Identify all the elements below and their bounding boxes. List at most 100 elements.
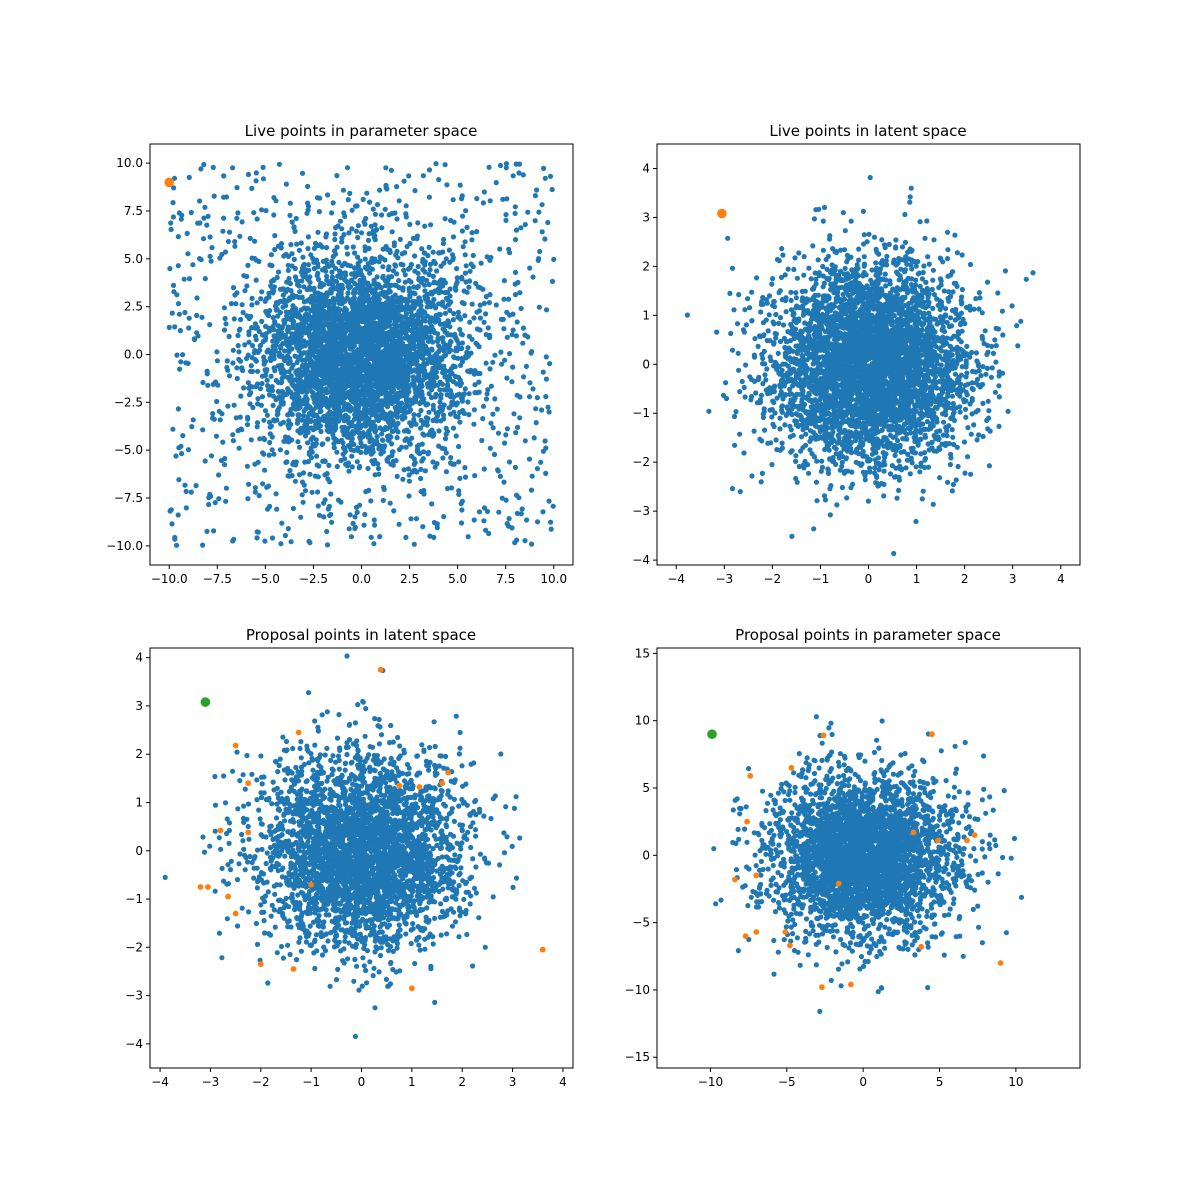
x-tick-label: −7.5 [203, 572, 232, 586]
highlight-point [707, 729, 717, 739]
y-tick-label: −2 [632, 455, 650, 469]
x-tick-label: 1 [913, 572, 921, 586]
x-tick-label: −2 [764, 572, 782, 586]
highlight-point [445, 769, 451, 776]
x-tick-label: 0.0 [352, 572, 371, 586]
y-tick-label: 3 [135, 699, 143, 713]
highlight-point [753, 872, 760, 879]
highlight-point [200, 697, 211, 707]
y-tick-label: 2.5 [124, 300, 143, 314]
y-tick-label: 10.0 [116, 156, 143, 170]
x-tick-label: 2.5 [400, 572, 419, 586]
highlight-point [819, 984, 825, 991]
y-tick-label: −10 [625, 983, 650, 997]
highlight-point [964, 837, 970, 844]
y-tick-label: −7.5 [114, 491, 143, 505]
axes-frame: −4 −3 −2 −1 0 1 2 3 4 −4 −3 −2 −1 0 1 2 3 4 [125, 647, 574, 1089]
y-tick-label: 7.5 [124, 204, 143, 218]
highlight-point [732, 876, 738, 883]
highlight-point [409, 985, 415, 992]
scatter-cloud-points [166, 160, 557, 548]
axes-frame: −10 −5 0 5 10 −15 −10 −5 0 5 10 15 [625, 646, 1081, 1089]
x-tick-label: 3 [1009, 572, 1017, 586]
y-tick-label: 0.0 [124, 348, 143, 362]
x-tick-label: −10.0 [151, 572, 188, 586]
axes-frame: −4 −3 −2 −1 0 1 2 3 4 −4 −3 −2 −1 0 1 2 3 4 [632, 143, 1081, 586]
x-tick-label: −3 [715, 572, 733, 586]
x-tick-label: 4 [1057, 572, 1065, 586]
x-tick-label: −3 [202, 1075, 220, 1089]
y-tick-label: 4 [135, 651, 143, 665]
x-tick-label: −1 [812, 572, 830, 586]
highlight-point [217, 827, 224, 834]
panel-proposal-latent: Proposal points in latent space −4 −3 −2 −1… [125, 626, 574, 1089]
highlight-point [997, 960, 1004, 966]
y-tick-label: 10 [635, 714, 650, 728]
y-tick-label: −4 [125, 1037, 143, 1051]
x-tick-label: 0 [859, 1075, 867, 1089]
panel-title: Live points in parameter space [245, 122, 478, 140]
y-tick-label: 4 [642, 161, 650, 175]
highlight-point [539, 946, 546, 953]
x-tick-label: 2 [458, 1075, 466, 1089]
x-tick-label: −5 [778, 1075, 796, 1089]
x-tick-label: 5 [936, 1075, 944, 1089]
x-tick-label: 2 [961, 572, 969, 586]
x-tick-label: −10 [698, 1075, 723, 1089]
x-tick-label: 10 [1008, 1075, 1023, 1089]
panel-title: Live points in latent space [769, 122, 966, 140]
y-tick-label: −2.5 [114, 395, 143, 409]
highlight-point [848, 981, 854, 988]
x-tick-label: −2 [252, 1075, 270, 1089]
scatter-cloud-points [711, 714, 1025, 1014]
y-tick-label: 0 [642, 357, 650, 371]
x-tick-label: 10.0 [540, 572, 567, 586]
panel-proposal-parameter: Proposal points in parameter space −10 −5… [625, 626, 1081, 1089]
axes-spine [656, 647, 1081, 1069]
highlight-point [416, 784, 423, 790]
highlight-point [290, 966, 297, 972]
y-tick-label: −5 [632, 916, 650, 930]
x-tick-label: −1 [302, 1075, 320, 1089]
proposal-points-cloud [162, 653, 523, 1039]
y-tick-label: 2 [135, 747, 143, 761]
highlight-points [164, 177, 174, 188]
y-tick-label: −4 [632, 553, 650, 567]
y-tick-label: −1 [632, 406, 650, 420]
y-tick-label: −2 [125, 940, 143, 954]
y-tick-label: 15 [635, 646, 650, 660]
x-tick-label: 7.5 [496, 572, 515, 586]
y-tick-label: −15 [625, 1050, 650, 1064]
highlight-point [820, 732, 827, 739]
highlight-point [910, 829, 917, 836]
highlight-point [205, 884, 211, 890]
highlight-points [707, 729, 1004, 991]
highlight-point [787, 942, 793, 949]
y-tick-label: 2 [642, 259, 650, 273]
x-tick-label: 4 [559, 1075, 567, 1089]
live-points-cloud [684, 174, 1036, 557]
highlight-point [257, 961, 264, 968]
highlight-point [971, 832, 978, 838]
x-tick-label: 0 [865, 572, 873, 586]
y-tick-label: −5.0 [114, 443, 143, 457]
live-points-cloud [166, 160, 557, 548]
highlight-point [744, 818, 750, 825]
axes-frame: −10.0 −7.5 −5.0 −2.5 0.0 2.5 5.0 7.5 10.0 −10.0 −7… [106, 143, 574, 586]
highlight-point [742, 933, 749, 939]
highlight-points [197, 666, 546, 992]
highlight-point [788, 764, 795, 771]
highlight-point [918, 943, 925, 950]
highlight-point [225, 893, 232, 900]
highlight-point [439, 780, 445, 787]
panel-title: Proposal points in parameter space [735, 626, 1001, 644]
x-tick-label: 5.0 [448, 572, 467, 586]
highlight-point [232, 742, 239, 749]
highlight-point [717, 208, 727, 219]
panel-live-parameter: Live points in parameter space −10.0 −7.5… [106, 122, 574, 586]
highlight-point [753, 929, 760, 935]
highlight-point [935, 837, 941, 844]
y-tick-label: 0 [642, 848, 650, 862]
